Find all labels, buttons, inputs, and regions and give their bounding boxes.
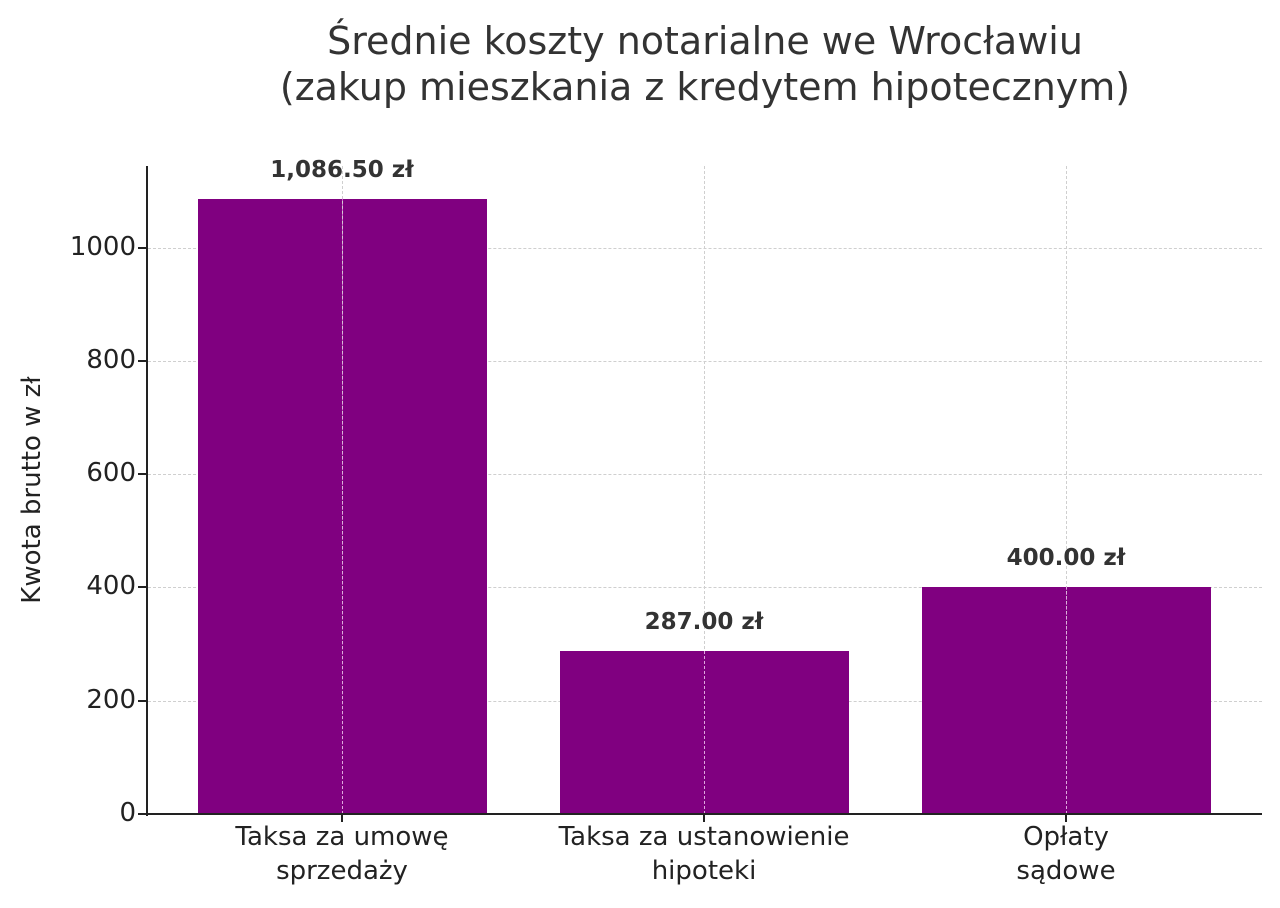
bar-value-label: 400.00 zł [1006,545,1126,572]
y-tick-label: 800 [86,344,136,375]
y-tick [138,246,147,249]
x-tick-label-line: hipoteki [651,856,757,886]
plot-area: 1,086.50 zł 287.00 zł 400.00 zł [148,157,1262,814]
y-tick-label: 600 [86,458,136,489]
gridline-horizontal [148,474,1262,476]
y-tick [138,359,147,362]
y-tick [138,699,147,702]
gridline-vertical-on-bar [342,198,343,814]
y-tick-label: 400 [86,571,136,602]
y-tick-label: 0 [119,798,136,828]
x-tick-label: Taksa za ustanowienie hipoteki [514,820,894,888]
x-tick-label: Opłaty sądowe [876,820,1256,888]
chart-title-line-1: Średnie koszty notarialne we Wrocławiu [327,19,1083,63]
y-tick-label: 200 [86,684,136,715]
gridline-horizontal [148,360,1262,362]
x-tick-label-line: Taksa za umowę [235,822,449,852]
gridline-vertical-on-bar [1066,587,1067,814]
y-axis-label: Kwota brutto w zł [17,376,47,604]
chart-title-line-2: (zakup mieszkania z kredytem hipotecznym… [279,65,1131,109]
x-tick [341,814,343,822]
chart-title: Średnie koszty notarialne we Wrocławiu (… [0,18,1280,110]
gridline-horizontal [148,587,1262,589]
y-tick [138,586,147,589]
x-tick-label-line: Taksa za ustanowienie [558,822,850,852]
gridline-vertical [1066,166,1067,814]
x-tick-label: Taksa za umowę sprzedaży [152,820,532,888]
x-tick [1065,814,1067,822]
x-tick [703,814,705,822]
gridline-vertical [704,166,705,814]
x-tick-label-line: sądowe [1016,856,1116,886]
x-tick-label-line: Opłaty [1023,822,1109,852]
y-tick [138,473,147,476]
gridline-vertical-on-bar [704,651,705,814]
y-axis [146,166,148,816]
bar-value-label: 1,086.50 zł [270,156,414,183]
y-tick-label: 1000 [69,231,136,262]
x-tick-label-line: sprzedaży [276,856,408,886]
bar-value-label: 287.00 zł [644,609,764,636]
gridline-horizontal [148,247,1262,249]
y-tick [138,813,147,815]
